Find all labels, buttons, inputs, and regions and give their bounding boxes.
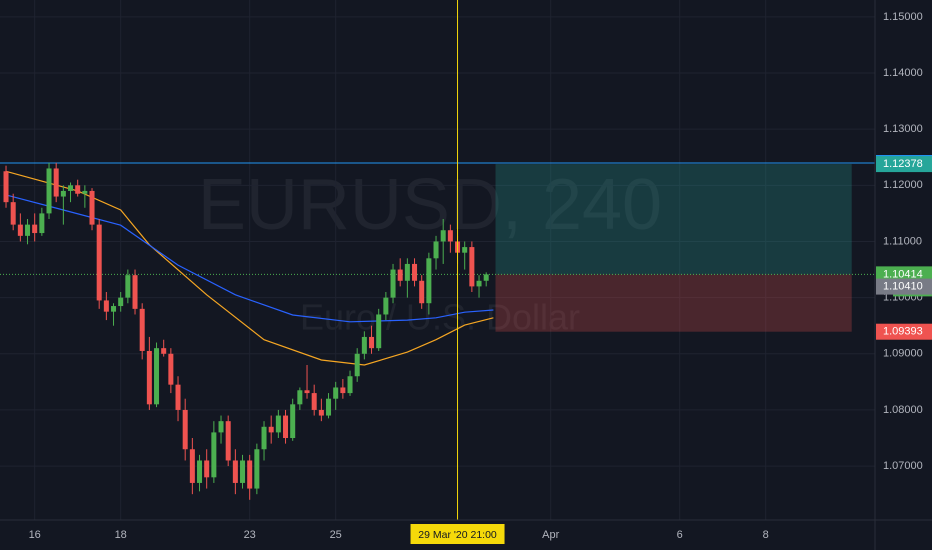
candle-body <box>326 398 332 416</box>
candle-body <box>476 280 482 287</box>
candle-body <box>168 353 174 385</box>
candle-body <box>53 168 59 197</box>
candle-body <box>261 426 267 450</box>
candle-body <box>426 258 432 304</box>
candle-body <box>469 247 475 287</box>
candle-body <box>433 241 439 259</box>
candle-body <box>383 297 389 315</box>
candle-body <box>390 269 396 298</box>
candle-body <box>311 393 317 410</box>
candle-body <box>103 300 109 312</box>
candle-body <box>161 348 167 354</box>
candle-body <box>318 409 324 416</box>
candle-body <box>211 432 217 478</box>
candle-body <box>60 190 66 197</box>
y-tick-label: 1.09000 <box>883 348 923 360</box>
candle-body <box>197 460 203 483</box>
y-tick-label: 1.07000 <box>883 460 923 472</box>
candle-body <box>462 247 468 253</box>
candle-body <box>39 213 45 234</box>
x-tick-label: 8 <box>763 529 769 541</box>
watermark-symbol: EURUSD, 240 <box>198 165 662 245</box>
y-tick-label: 1.08000 <box>883 404 923 416</box>
candle-body <box>96 224 102 301</box>
candle-body <box>419 280 425 304</box>
candle-body <box>268 426 274 433</box>
x-tick-label: 6 <box>677 529 683 541</box>
price-label: 1.10414 <box>883 268 923 280</box>
price-label-bg <box>876 266 932 283</box>
candle-body <box>447 230 453 242</box>
crosshair-label: 29 Mar '20 21:00 <box>418 529 497 541</box>
y-tick-label: 1.14000 <box>883 67 923 79</box>
candle-body <box>247 460 253 489</box>
candle-body <box>290 404 296 439</box>
candle-body <box>369 336 375 349</box>
candle-body <box>82 190 88 194</box>
candle-body <box>154 348 160 405</box>
candle-body <box>225 421 231 461</box>
candle-body <box>10 202 16 225</box>
target-zone <box>495 164 852 275</box>
candle-body <box>111 306 117 312</box>
candle-body <box>182 409 188 450</box>
candle-body <box>132 275 138 309</box>
candle-body <box>340 387 346 394</box>
candle-body <box>46 168 52 214</box>
candle-body <box>412 263 418 281</box>
y-tick-label: 1.11000 <box>883 235 922 247</box>
y-tick-label: 1.12000 <box>883 179 923 191</box>
moving-average <box>5 194 494 323</box>
candle-body <box>146 350 152 405</box>
candle-body <box>333 387 339 399</box>
candle-body <box>139 308 145 351</box>
y-tick-label: 1.15000 <box>883 11 923 23</box>
x-tick-label: Apr <box>542 529 559 541</box>
candle-body <box>218 421 224 433</box>
candle-body <box>440 230 446 242</box>
candle-body <box>254 449 260 489</box>
candle-body <box>189 449 195 483</box>
price-label: 1.10410 <box>883 281 923 293</box>
candle-body <box>232 460 238 483</box>
candle-body <box>397 269 403 281</box>
candle-body <box>75 185 81 194</box>
price-label-bg <box>876 156 932 173</box>
candle-body <box>175 384 181 410</box>
y-tick-label: 1.13000 <box>883 123 923 135</box>
candle-body <box>118 297 124 307</box>
crosshair-label-bg <box>410 524 505 544</box>
x-tick-label: 16 <box>29 529 41 541</box>
candle-body <box>275 415 281 433</box>
candle-body <box>89 190 95 225</box>
candle-body <box>240 460 246 483</box>
x-tick-label: 18 <box>115 529 127 541</box>
candle-body <box>3 171 9 203</box>
candle-body <box>283 415 289 439</box>
stop-zone <box>495 274 852 332</box>
candle-body <box>68 185 74 191</box>
price-label: 1.12378 <box>883 158 923 170</box>
price-label: 1.09393 <box>883 326 923 338</box>
moving-average <box>5 170 494 366</box>
price-label-bg <box>876 278 932 295</box>
candle-body <box>17 224 23 236</box>
candle-body <box>32 224 38 234</box>
candle-body <box>404 263 410 281</box>
candle-body <box>361 336 367 354</box>
candle-body <box>304 390 310 394</box>
candle-body <box>297 390 303 405</box>
candle-body <box>25 224 31 236</box>
candle-body <box>483 274 489 281</box>
candle-body <box>204 460 210 478</box>
candle-body <box>347 376 353 394</box>
price-label-bg <box>876 323 932 340</box>
x-tick-label: 25 <box>330 529 342 541</box>
x-tick-label: 23 <box>244 529 256 541</box>
candle-body <box>354 353 360 377</box>
candle-body <box>125 275 131 298</box>
candle-body <box>376 314 382 349</box>
